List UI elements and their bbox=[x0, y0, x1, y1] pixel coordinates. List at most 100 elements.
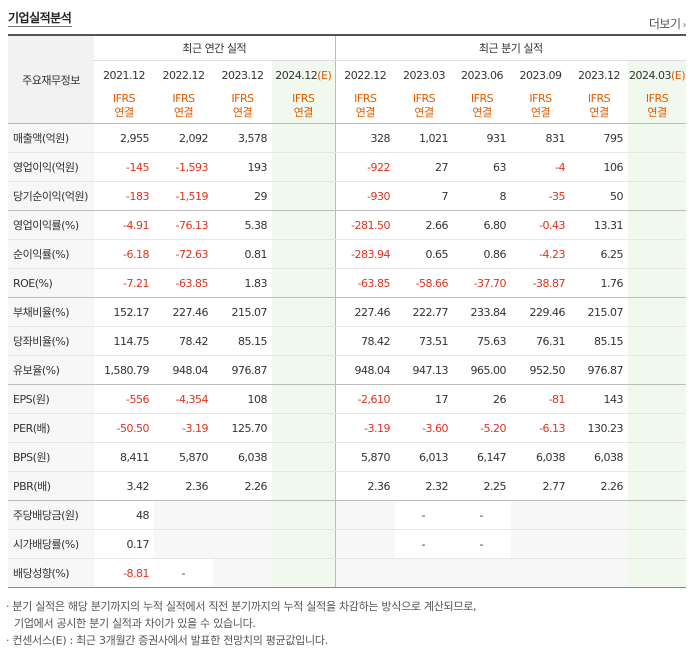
table-cell: 0.17 bbox=[94, 529, 154, 559]
table-cell: -6.13 bbox=[511, 413, 571, 443]
consolidated-label: 연결 bbox=[355, 106, 376, 119]
table-cell: 29 bbox=[213, 181, 272, 211]
table-cell bbox=[272, 471, 336, 501]
period-date: 2024.12 bbox=[275, 68, 318, 82]
table-cell: 2.25 bbox=[453, 471, 512, 501]
table-cell: 2,955 bbox=[94, 123, 154, 153]
table-row: BPS(원) 8,411 5,870 6,038 5,870 6,013 6,147 6,03… bbox=[8, 442, 687, 472]
consolidated-label: 연결 bbox=[114, 106, 134, 119]
table-cell: 2.66 bbox=[395, 210, 454, 240]
ifrs-header: IFRS 연결 bbox=[94, 89, 154, 124]
ifrs-header: IFRS 연결 bbox=[395, 89, 454, 124]
table-cell bbox=[272, 123, 336, 153]
table-cell: 6,147 bbox=[453, 442, 512, 472]
table-cell bbox=[272, 558, 336, 588]
ifrs-label: IFRS bbox=[292, 92, 315, 105]
estimate-marker: (E) bbox=[317, 68, 332, 82]
period-header: 2023.09 bbox=[519, 68, 563, 82]
table-cell: 193 bbox=[213, 152, 272, 182]
period-header: 2023.03 bbox=[403, 68, 446, 82]
table-cell bbox=[272, 152, 336, 182]
table-cell: 2.36 bbox=[334, 471, 396, 501]
table-cell bbox=[453, 558, 512, 588]
table-cell bbox=[511, 529, 571, 559]
table-cell: 7 bbox=[395, 181, 454, 211]
table-cell: -930 bbox=[334, 181, 396, 211]
table-cell: 76.31 bbox=[511, 326, 571, 356]
table-cell: 233.84 bbox=[453, 297, 512, 327]
table-cell: 795 bbox=[570, 123, 629, 153]
table-cell: -5.20 bbox=[453, 413, 512, 443]
quarter-group-header: 최근 분기 실적 bbox=[334, 34, 687, 61]
consolidated-label: 연결 bbox=[589, 106, 609, 119]
table-row: 부채비율(%) 152.17 227.46 215.07 227.46 222.77 233… bbox=[8, 297, 687, 327]
period-header: 2023.12 bbox=[221, 68, 265, 82]
table-cell: 831 bbox=[511, 123, 571, 153]
table-cell: 50 bbox=[570, 181, 629, 211]
table-cell: 328 bbox=[334, 123, 396, 153]
table-row: 배당성향(%) -8.81- bbox=[8, 558, 687, 588]
row-label: PBR(배) bbox=[8, 471, 94, 501]
period-header: 2023.12 bbox=[578, 68, 621, 82]
chevron-right-icon: › bbox=[682, 20, 687, 31]
table-cell: 222.77 bbox=[395, 297, 454, 327]
table-cell: -2,610 bbox=[334, 384, 396, 414]
row-label: 부채비율(%) bbox=[8, 297, 94, 327]
table-cell bbox=[272, 297, 336, 327]
table-cell: 143 bbox=[570, 384, 629, 414]
table-cell: 0.65 bbox=[395, 239, 454, 269]
table-cell bbox=[272, 268, 336, 298]
annual-group-header: 최근 연간 실적 bbox=[94, 34, 336, 61]
table-row: ROE(%) -7.21 -63.85 1.83 -63.85 -58.66 -37.70-… bbox=[8, 268, 687, 298]
ifrs-label: IFRS bbox=[172, 92, 195, 105]
period-header: 2022.12 bbox=[162, 68, 206, 82]
table-cell bbox=[628, 297, 687, 327]
table-cell: -38.87 bbox=[511, 268, 571, 298]
table-cell: -76.13 bbox=[154, 210, 213, 240]
table-cell bbox=[628, 152, 687, 182]
ifrs-label: IFRS bbox=[412, 92, 436, 105]
table-cell: 6.80 bbox=[453, 210, 512, 240]
table-cell: 948.04 bbox=[334, 355, 396, 385]
table-cell bbox=[628, 210, 687, 240]
table-cell bbox=[272, 355, 336, 385]
row-label: PER(배) bbox=[8, 413, 94, 443]
period-header: 2023.06 bbox=[461, 68, 504, 82]
table-cell: -7.21 bbox=[94, 268, 154, 298]
table-cell: 948.04 bbox=[154, 355, 213, 385]
table-cell bbox=[213, 500, 272, 530]
row-label: EPS(원) bbox=[8, 384, 94, 414]
row-label: 유보율(%) bbox=[8, 355, 94, 385]
consolidated-label: 연결 bbox=[232, 106, 253, 119]
table-cell: - bbox=[395, 500, 454, 530]
table-cell: 63 bbox=[453, 152, 512, 182]
consolidated-label: 연결 bbox=[293, 106, 314, 119]
footnote: 기업에서 공시한 분기 실적과 차이가 있을 수 있습니다. bbox=[14, 617, 256, 630]
table-cell: 229.46 bbox=[511, 297, 571, 327]
table-cell bbox=[272, 384, 336, 414]
ifrs-row: IFRS 연결 IFRS 연결 IFRS 연결 IFRS 연결 IFRS 연결 IFRS 연결 IFRS… bbox=[8, 89, 687, 124]
footnote: · 컨센서스(E) : 최근 3개월간 증권사에서 발표한 전망치의 평균값입니… bbox=[6, 634, 328, 647]
table-cell: 952.50 bbox=[511, 355, 571, 385]
table-cell: -1,593 bbox=[154, 152, 213, 182]
ifrs-header: IFRS 연결 bbox=[453, 89, 512, 124]
table-cell: 0.86 bbox=[453, 239, 512, 269]
table-cell bbox=[272, 181, 336, 211]
ifrs-header: IFRS 연결 bbox=[213, 89, 272, 124]
table-cell: 1.83 bbox=[213, 268, 272, 298]
table-cell: 75.63 bbox=[453, 326, 512, 356]
table-cell: 2.36 bbox=[154, 471, 213, 501]
more-link[interactable]: 더보기 › bbox=[649, 15, 687, 32]
table-row: 매출액(억원) 2,955 2,092 3,578 328 1,021 931 831 795 bbox=[8, 123, 687, 153]
table-cell: 6.25 bbox=[570, 239, 629, 269]
table-cell: -4.91 bbox=[94, 210, 154, 240]
table-row: 영업이익(억원) -145 -1,593 193 -922 27 63 -4 106 bbox=[8, 152, 687, 182]
table-cell: 2.26 bbox=[213, 471, 272, 501]
table-cell: 5,870 bbox=[334, 442, 396, 472]
row-label: 주당배당금(원) bbox=[8, 500, 94, 530]
ifrs-label: IFRS bbox=[354, 92, 377, 105]
financial-table: 주요재무정보 최근 연간 실적 최근 분기 실적 2021.12 2022.12 2… bbox=[8, 34, 687, 588]
table-cell: 227.46 bbox=[154, 297, 213, 327]
table-cell: 106 bbox=[570, 152, 629, 182]
table-row: 순이익률(%) -6.18 -72.63 0.81 -283.94 0.65 0.86 -4.… bbox=[8, 239, 687, 269]
